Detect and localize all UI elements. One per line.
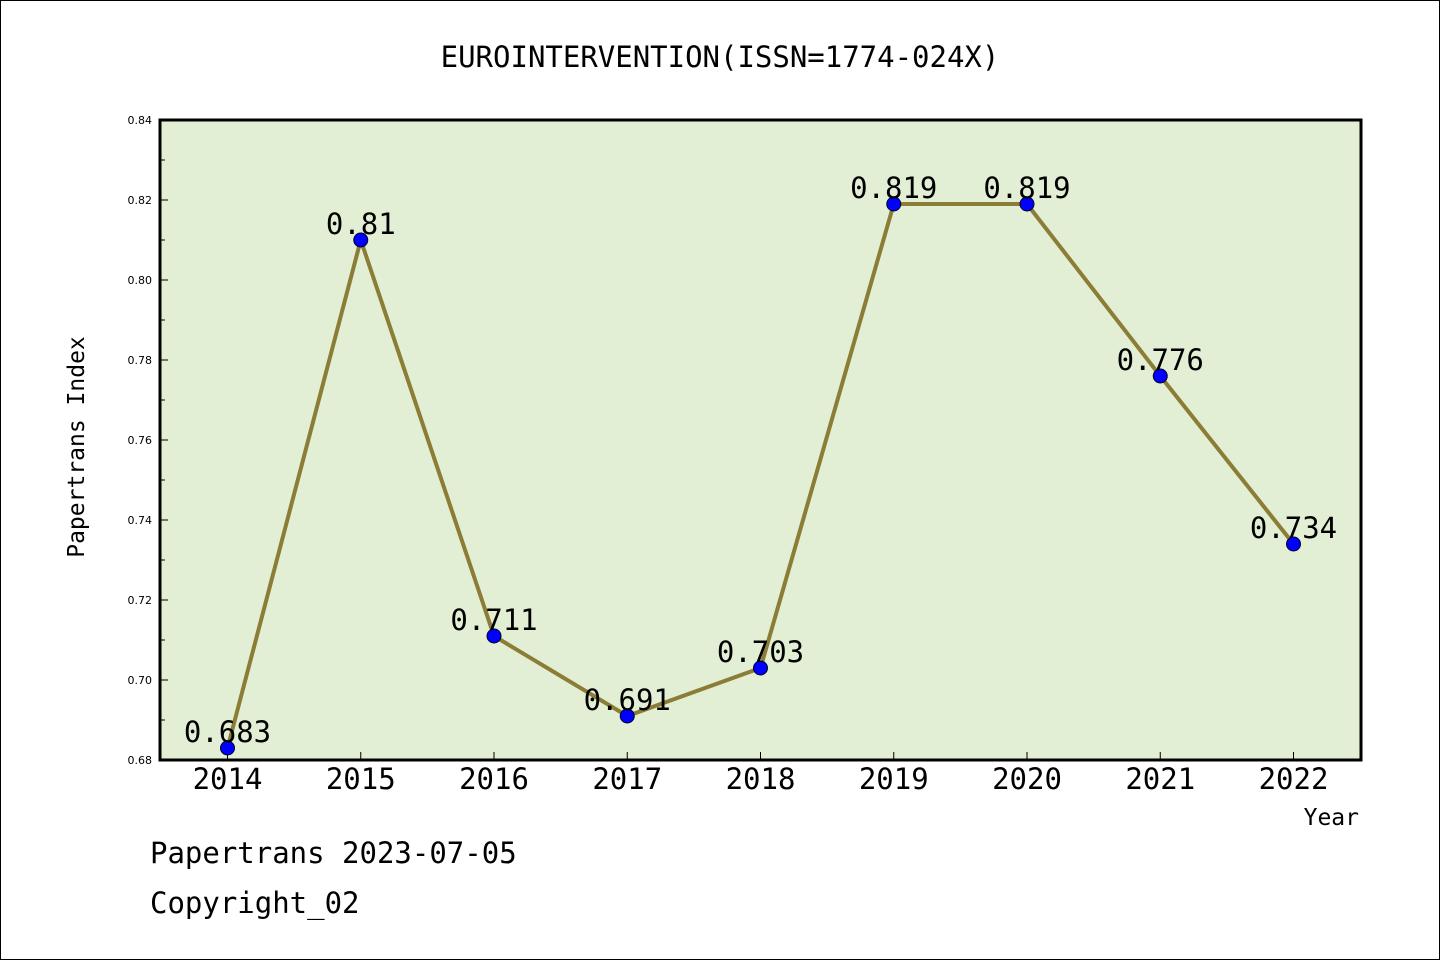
x-axis: 2014 2015 2016 2017 2018 2019 2020 2021 2022 (193, 752, 1329, 796)
x-tick-label: 2017 (592, 762, 662, 796)
y-tick-label: 0.76 (128, 434, 153, 447)
x-axis-label: Year (1304, 805, 1359, 831)
data-label: 0.819 (983, 171, 1070, 205)
x-tick-label: 2022 (1259, 762, 1329, 796)
data-label: 0.683 (184, 715, 271, 749)
data-label: 0.691 (584, 683, 671, 717)
x-tick-label: 2016 (459, 762, 529, 796)
x-tick-label: 2018 (726, 762, 796, 796)
plot-area (158, 118, 1363, 762)
y-tick-label: 0.72 (128, 594, 153, 607)
footer-copyright: Copyright_02 (150, 886, 360, 920)
y-tick-label: 0.82 (128, 194, 153, 207)
data-label: 0.819 (850, 171, 937, 205)
y-tick-label: 0.74 (128, 514, 153, 527)
data-label: 0.703 (717, 635, 804, 669)
data-label: 0.776 (1117, 343, 1204, 377)
data-label: 0.711 (450, 603, 537, 637)
y-axis: 0.68 0.70 0.72 0.74 0.76 0.78 0.80 0.82 0.84 (128, 114, 168, 767)
data-point (353, 232, 369, 248)
data-point (1019, 196, 1035, 212)
footer-date: Papertrans 2023-07-05 (150, 836, 517, 870)
data-point (486, 628, 502, 644)
data-point (886, 196, 902, 212)
data-point (1152, 368, 1168, 384)
x-tick-label: 2014 (193, 762, 263, 796)
x-tick-label: 2020 (992, 762, 1062, 796)
x-tick-label: 2019 (859, 762, 929, 796)
data-point (753, 660, 768, 676)
y-tick-label: 0.70 (128, 674, 153, 687)
data-label: 0.81 (326, 207, 396, 241)
data-point (220, 740, 235, 756)
y-tick-label: 0.68 (128, 754, 153, 767)
x-tick-label: 2021 (1125, 762, 1195, 796)
y-tick-label: 0.78 (128, 354, 153, 367)
data-label: 0.734 (1250, 511, 1337, 545)
chart-title: EUROINTERVENTION(ISSN=1774-024X) (441, 40, 1000, 74)
y-tick-label: 0.84 (128, 114, 153, 127)
data-point (1286, 536, 1301, 552)
y-tick-label: 0.80 (128, 274, 153, 287)
y-axis-label: Papertrans Index (64, 336, 90, 558)
data-point (619, 708, 635, 724)
x-tick-label: 2015 (326, 762, 396, 796)
series: 0.683 0.81 0.711 0.691 0.703 0.819 0.819 0.776 0… (184, 171, 1337, 756)
